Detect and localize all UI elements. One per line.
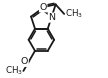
Text: O: O (21, 57, 28, 66)
Text: CH$_3$: CH$_3$ (5, 65, 23, 77)
Text: N: N (48, 13, 55, 22)
Text: O: O (39, 3, 47, 12)
Text: CH$_3$: CH$_3$ (65, 8, 83, 20)
